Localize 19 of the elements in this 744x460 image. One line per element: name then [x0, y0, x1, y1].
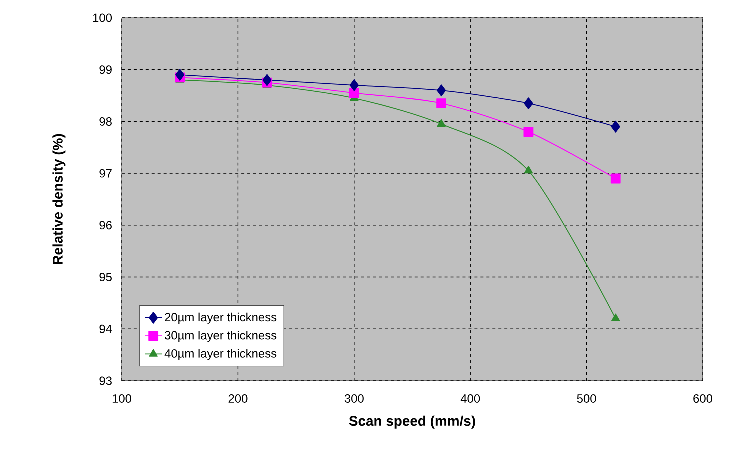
y-tick-label: 96 — [100, 221, 112, 230]
x-tick-label: 500 — [577, 394, 596, 403]
x-tick-label: 600 — [694, 394, 713, 403]
y-axis-title: Relative density (%) — [52, 134, 66, 264]
x-tick-label: 100 — [112, 394, 132, 403]
y-tick-label: 93 — [100, 376, 112, 386]
y-tick-label: 98 — [100, 117, 112, 126]
y-tick-label: 99 — [100, 66, 112, 74]
legend-label: 20µm layer thickness — [165, 312, 277, 324]
y-tick-label: 97 — [100, 169, 112, 178]
x-tick-label: 200 — [228, 394, 248, 403]
legend-label: 40µm layer thickness — [164, 349, 277, 360]
x-axis-title: Scan speed (mm/s) — [349, 416, 476, 429]
y-tick-label: 94 — [100, 324, 112, 334]
y-tick-label: 100 — [93, 14, 112, 22]
x-tick-label: 300 — [344, 394, 364, 403]
x-tick-label: 400 — [460, 394, 480, 403]
legend-label: 30µm layer thickness — [164, 331, 277, 342]
y-tick-label: 95 — [100, 273, 112, 282]
